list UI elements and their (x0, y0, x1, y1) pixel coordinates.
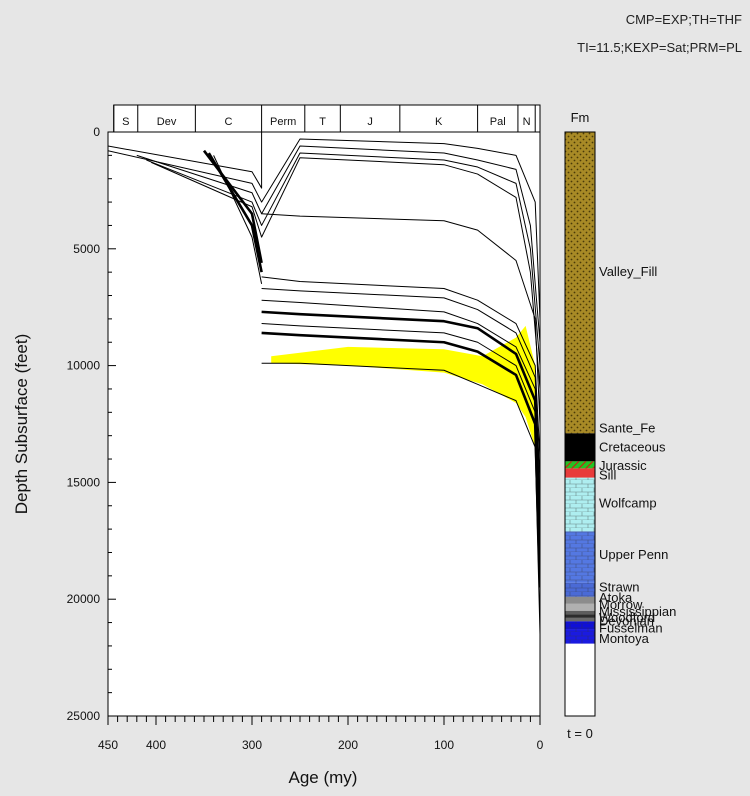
formation-label-valley-fill: Valley_Fill (599, 264, 657, 279)
burial-curve-10 (261, 276, 540, 460)
burial-curve-2 (108, 138, 540, 319)
burial-curve-5 (150, 157, 540, 390)
formation-pattern-jurassic (565, 461, 595, 469)
formation-label-jurassic: Jurassic (599, 458, 647, 473)
x-tick-label: 200 (338, 738, 358, 752)
formation-pattern-montoya (565, 629, 595, 644)
x-axis: 450 400 300 200 100 0 (98, 716, 544, 752)
formation-label-mississippian: Mississippian (599, 604, 676, 619)
y-tick-label: 10000 (67, 359, 101, 373)
formation-label-fusselman: Fusselman (599, 620, 663, 635)
formation-label-upper-penn: Upper Penn (599, 547, 668, 562)
geologic-periods-bar: S Dev C Perm T J K Pal N (113, 104, 541, 133)
burial-curve-4 (146, 152, 540, 366)
column-header: Fm (571, 110, 590, 125)
formation-pattern-fusselman (565, 621, 595, 630)
period-label-k: K (435, 116, 443, 128)
formation-pattern-sante-fe (565, 431, 595, 434)
burial-curve-11 (261, 288, 540, 483)
shaded-zone (271, 325, 536, 448)
formation-devonian (565, 617, 595, 622)
formation-pattern-wolfcamp (565, 477, 595, 532)
y-tick-label: 5000 (73, 242, 100, 256)
formation-label-wolfcamp: Wolfcamp (599, 495, 657, 510)
formation-pattern-valley-fill (565, 132, 595, 432)
formation-label-morrow: Morrow (599, 597, 643, 612)
formation-label-sill: Sill (599, 467, 616, 482)
period-label-c: C (225, 116, 233, 128)
formation-pattern-upper-penn (565, 531, 595, 583)
stratigraphic-column: Valley_Fill Sante_Fe Cretaceous JurassicSil… (564, 131, 676, 717)
x-tick-label: 0 (537, 738, 544, 752)
x-tick-label: 300 (242, 738, 262, 752)
plot-area (108, 132, 540, 716)
burial-curve-16 (261, 362, 540, 635)
x-tick-label: 400 (146, 738, 166, 752)
period-label-dev: Dev (157, 116, 177, 128)
formation-label-montoya: Montoya (599, 631, 650, 646)
y-tick-label: 25000 (67, 709, 101, 723)
burial-curve-7 (207, 152, 263, 273)
burial-curve-9 (261, 213, 540, 425)
formation-label-sante-fe: Sante_Fe (599, 421, 655, 436)
formation-morrow (565, 603, 595, 611)
burial-curve-3 (136, 145, 540, 343)
x-tick-label: 450 (98, 738, 118, 752)
formation-cretaceous (565, 433, 595, 462)
column-footer: t = 0 (567, 726, 593, 741)
y-tick-label: 0 (93, 125, 100, 139)
burial-curve-8 (213, 155, 263, 284)
period-label-n: N (523, 116, 531, 128)
y-axis: 0 5000 10000 15000 20000 25000 (67, 125, 116, 723)
formation-label-atoka: Atoka (599, 590, 633, 605)
x-tick-label: 100 (434, 738, 454, 752)
burial-curve-12 (261, 299, 540, 506)
y-tick-label: 15000 (67, 475, 101, 489)
formation-mississippian (565, 610, 595, 615)
formation-label-devonian: Devonian (599, 613, 654, 628)
period-bar-frame (113, 104, 541, 133)
period-label-perm: Perm (270, 116, 296, 128)
formation-pattern-strawn (565, 582, 595, 597)
formation-label-woodford: Woodford (599, 610, 655, 625)
x-axis-title: Age (my) (289, 768, 358, 787)
burial-curve-14 (261, 323, 540, 565)
model-params-line-2: TI=11.5;KEXP=Sat;PRM=PL (577, 40, 742, 55)
burial-curve-13 (261, 310, 540, 530)
column-outline (564, 131, 596, 717)
formation-woodford (565, 614, 595, 618)
model-params-line-1: CMP=EXP;TH=THF (625, 12, 742, 27)
period-label-pal: Pal (490, 116, 506, 128)
formation-label-strawn: Strawn (599, 580, 639, 595)
y-axis-title: Depth Subsurface (feet) (12, 334, 31, 514)
formation-label-cretaceous: Cretaceous (599, 439, 666, 454)
y-tick-label: 20000 (67, 592, 101, 606)
burial-curve-1 (108, 132, 540, 189)
period-label-t: T (319, 116, 326, 128)
period-label-j: J (367, 116, 373, 128)
formation-atoka (565, 596, 595, 604)
period-label-s: S (122, 116, 129, 128)
formation-sill (565, 468, 595, 478)
burial-curve-15 (261, 331, 540, 588)
